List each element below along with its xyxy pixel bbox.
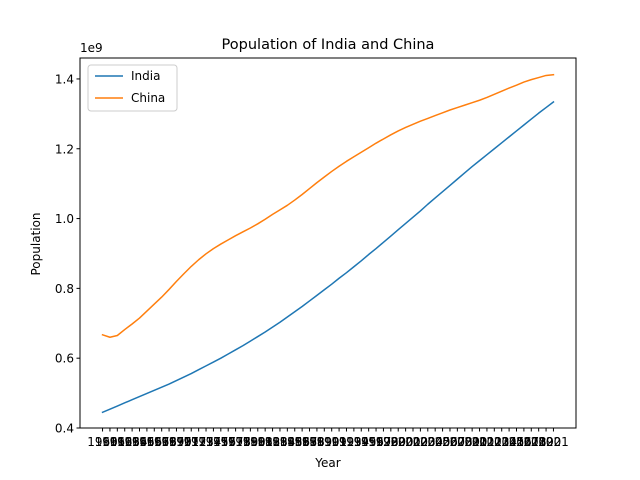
y-tick-label: 0.6 <box>55 352 74 366</box>
x-tick-label: 1997 <box>361 435 392 449</box>
x-tick-label: 1980 <box>235 435 266 449</box>
x-tick-label: 2007 <box>435 435 466 449</box>
x-tick-label: 2002 <box>398 435 429 449</box>
legend-label-china: China <box>131 91 165 105</box>
x-tick-label: 2021 <box>538 435 569 449</box>
x-tick-label: 1976 <box>206 435 237 449</box>
x-tick-label: 1960 <box>87 435 118 449</box>
legend: India China <box>87 64 178 112</box>
x-tick-label: 2010 <box>457 435 488 449</box>
x-axis-label: Year <box>314 456 340 470</box>
x-tick-label: 2020 <box>531 435 562 449</box>
x-tick-label: 1972 <box>176 435 207 449</box>
x-tick-label: 1995 <box>346 435 377 449</box>
x-tick-label: 1989 <box>302 435 333 449</box>
y-tick-label: 0.8 <box>55 282 74 296</box>
y-axis-label: Population <box>29 212 43 275</box>
y-tick-label: 1.2 <box>55 142 74 156</box>
x-tick-label: 1981 <box>243 435 274 449</box>
x-tick-label: 1963 <box>109 435 140 449</box>
x-tick-label: 1974 <box>191 435 222 449</box>
x-tick-label: 1992 <box>324 435 355 449</box>
x-tick-label: 1985 <box>272 435 303 449</box>
x-tick-label: 2017 <box>509 435 540 449</box>
x-tick-label: 2004 <box>413 435 444 449</box>
x-tick-label: 2016 <box>501 435 532 449</box>
x-tick-label: 1969 <box>154 435 185 449</box>
x-tick-label: 1965 <box>124 435 155 449</box>
x-tick-label: 2018 <box>516 435 547 449</box>
x-tick-label: 1979 <box>228 435 259 449</box>
x-tick-label: 2014 <box>486 435 517 449</box>
x-tick-label: 1970 <box>161 435 192 449</box>
series-line-india <box>101 100 555 414</box>
x-tick-label: 1986 <box>279 435 310 449</box>
x-tick-label: 1991 <box>316 435 347 449</box>
x-tick-label: 1975 <box>198 435 229 449</box>
x-tick-label: 1998 <box>368 435 399 449</box>
x-axis-ticks: 1960196119621963196419651966196719681969… <box>87 428 569 449</box>
x-tick-label: 1964 <box>117 435 148 449</box>
x-tick-label: 2008 <box>442 435 473 449</box>
x-tick-label: 1973 <box>183 435 214 449</box>
legend-label-india: India <box>131 69 160 83</box>
x-tick-label: 1962 <box>102 435 133 449</box>
y-offset-label: 1e9 <box>80 41 103 55</box>
series-line-china <box>101 73 555 338</box>
x-tick-label: 1967 <box>139 435 170 449</box>
x-tick-label: 2015 <box>494 435 525 449</box>
x-tick-label: 1999 <box>376 435 407 449</box>
x-tick-label: 1990 <box>309 435 340 449</box>
x-tick-label: 1987 <box>287 435 318 449</box>
x-tick-label: 1977 <box>213 435 244 449</box>
x-tick-label: 1968 <box>146 435 177 449</box>
x-tick-label: 2005 <box>420 435 451 449</box>
x-tick-label: 1961 <box>95 435 126 449</box>
x-tick-label: 2006 <box>427 435 458 449</box>
chart-title: Population of India and China <box>222 37 435 53</box>
y-tick-label: 1.4 <box>55 72 74 86</box>
x-tick-label: 2011 <box>464 435 495 449</box>
x-tick-label: 1971 <box>169 435 200 449</box>
x-tick-label: 2003 <box>405 435 436 449</box>
x-tick-label: 2009 <box>449 435 480 449</box>
x-tick-label: 1993 <box>331 435 362 449</box>
x-tick-label: 1984 <box>265 435 296 449</box>
x-tick-label: 1994 <box>339 435 370 449</box>
x-tick-label: 2012 <box>472 435 503 449</box>
x-tick-label: 1983 <box>257 435 288 449</box>
x-tick-label: 1996 <box>353 435 384 449</box>
plot-area-frame <box>79 57 577 429</box>
x-tick-label: 2000 <box>383 435 414 449</box>
x-tick-label: 1982 <box>250 435 281 449</box>
x-tick-label: 2013 <box>479 435 510 449</box>
y-tick-label: 1.0 <box>55 212 74 226</box>
y-tick-label: 0.4 <box>55 422 74 436</box>
x-tick-label: 2001 <box>390 435 421 449</box>
y-axis-ticks: 0.4 0.6 0.8 1.0 1.2 1.4 <box>55 72 80 436</box>
x-tick-label: 2019 <box>523 435 554 449</box>
x-tick-label: 1978 <box>220 435 251 449</box>
x-tick-label: 1988 <box>294 435 325 449</box>
series-lines <box>101 73 555 414</box>
x-tick-label: 1966 <box>132 435 163 449</box>
